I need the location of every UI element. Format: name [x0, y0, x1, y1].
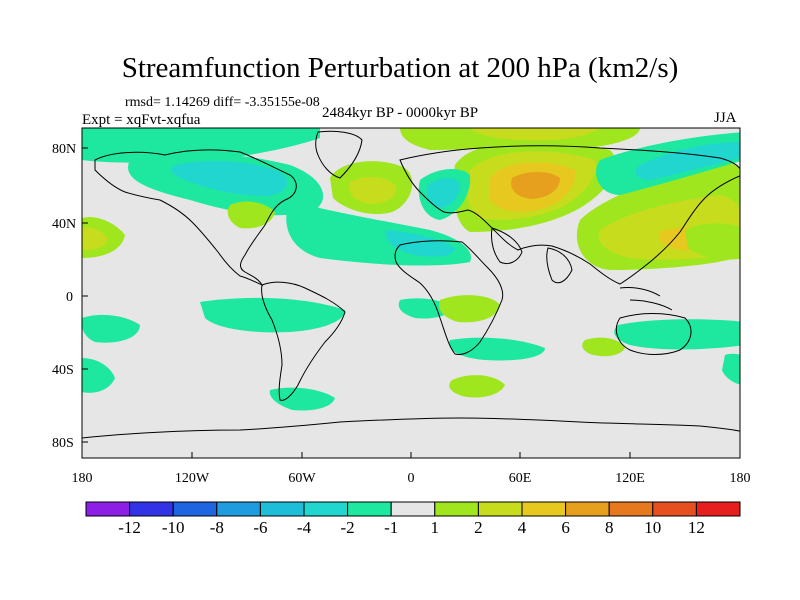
- contour-region: [385, 230, 455, 257]
- contour-region: [82, 314, 140, 343]
- contour-region: [722, 353, 740, 385]
- contour-fields: [82, 128, 740, 439]
- colorbar-labels: -12 -10 -8 -6 -4 -2 -1 1 2 4 6 8 10 12: [118, 518, 705, 537]
- contour-region: [635, 142, 740, 180]
- tick-marks: [81, 147, 741, 458]
- colorbar-swatch: [303, 501, 349, 517]
- colorbar-swatch: [172, 501, 218, 517]
- colorbar-swatch: [521, 501, 567, 517]
- colorbar-label: -12: [118, 518, 141, 537]
- colorbar-label: -2: [341, 518, 355, 537]
- lat-label: 80N: [52, 142, 76, 157]
- colorbar-label: 8: [605, 518, 614, 537]
- contour-region: [438, 295, 500, 323]
- season-label: JJA: [714, 110, 737, 126]
- contour-region: [685, 223, 740, 260]
- colorbar-label: 2: [474, 518, 483, 537]
- colorbar-swatch: [652, 501, 697, 517]
- colorbar-swatch: [565, 501, 610, 517]
- colorbar-swatch: [434, 501, 479, 517]
- coastlines: [82, 130, 740, 439]
- period-label: 2484kyr BP - 0000kyr BP: [322, 105, 479, 121]
- lat-label: 40N: [52, 217, 76, 232]
- lon-label: 180: [730, 471, 751, 486]
- colorbar-swatch: [129, 501, 174, 517]
- colorbar-label: -1: [384, 518, 398, 537]
- colorbar-label: 4: [518, 518, 527, 537]
- contour-region: [200, 297, 345, 333]
- contour-region: [614, 319, 740, 350]
- contour-region: [269, 387, 335, 411]
- lat-label: 40S: [52, 363, 74, 378]
- contour-region: [82, 358, 115, 393]
- contour-region: [349, 177, 397, 204]
- lon-label: 60E: [509, 471, 532, 486]
- colorbar-label: -6: [253, 518, 267, 537]
- colorbar-label: 1: [431, 518, 440, 537]
- contour-region: [82, 128, 320, 163]
- colorbar-label: 12: [688, 518, 705, 537]
- colorbar-swatch: [85, 501, 131, 517]
- colorbar-label: -10: [162, 518, 185, 537]
- colorbar-swatch: [695, 501, 741, 517]
- contour-region: [470, 128, 600, 141]
- colorbar: [85, 501, 741, 517]
- map-title: Streamfunction Perturbation at 200 hPa (…: [121, 52, 679, 84]
- contour-region: [449, 337, 545, 361]
- contour-region: [511, 172, 560, 199]
- colorbar-label: -4: [297, 518, 312, 537]
- lon-label: 60W: [288, 471, 316, 486]
- contour-region: [426, 178, 460, 208]
- colorbar-label: 10: [644, 518, 661, 537]
- colorbar-label: -8: [210, 518, 224, 537]
- colorbar-swatch: [259, 501, 305, 517]
- colorbar-label: 6: [561, 518, 570, 537]
- contour-region: [449, 375, 505, 398]
- lat-label: 0: [66, 290, 73, 305]
- colorbar-swatch: [608, 501, 654, 517]
- lat-label: 80S: [52, 436, 74, 451]
- colorbar-swatch: [390, 501, 436, 517]
- lon-label: 0: [408, 471, 415, 486]
- contour-region: [82, 227, 108, 250]
- lon-label: 180: [72, 471, 93, 486]
- lon-label: 120W: [175, 471, 210, 486]
- contour-region: [582, 337, 625, 357]
- colorbar-swatch: [347, 501, 392, 517]
- contour-region: [227, 201, 275, 229]
- colorbar-swatch: [216, 501, 261, 517]
- stats-text: rmsd= 1.14269 diff= -3.35155e-08: [125, 95, 320, 110]
- contour-region: [171, 160, 288, 196]
- lon-label: 120E: [615, 471, 645, 486]
- colorbar-swatch: [477, 501, 523, 517]
- experiment-label: Expt = xqFvt-xqfua: [82, 112, 201, 128]
